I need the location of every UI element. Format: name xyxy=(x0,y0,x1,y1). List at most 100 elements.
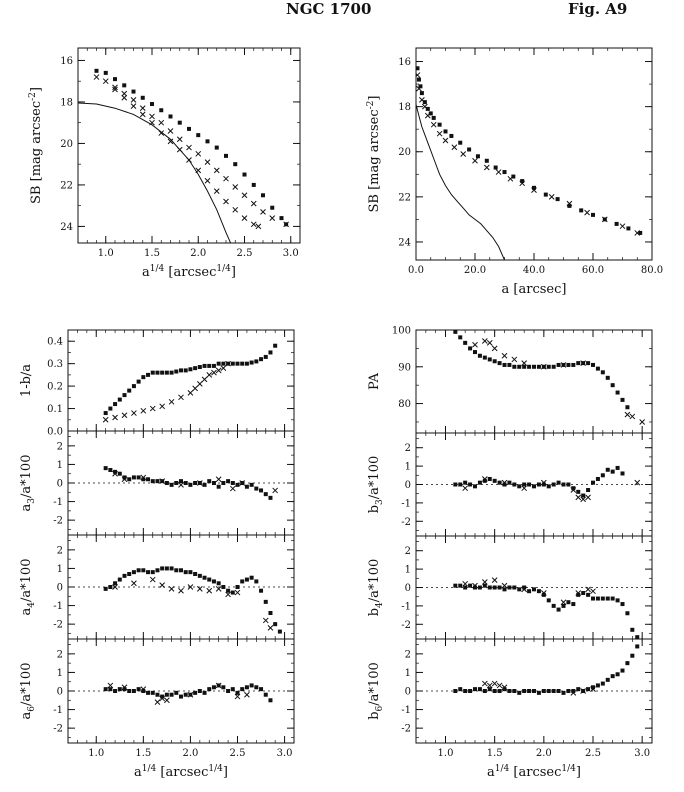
data-point-square xyxy=(240,579,245,584)
data-point-square xyxy=(512,585,517,590)
data-point-square xyxy=(449,133,454,138)
data-point-square xyxy=(492,359,497,364)
data-point-square xyxy=(136,687,141,692)
data-point-square xyxy=(522,689,527,693)
data-point-square xyxy=(230,481,235,485)
data-point-cross xyxy=(619,223,626,230)
data-point-square xyxy=(615,465,620,470)
data-point-square xyxy=(146,570,151,575)
data-point-square xyxy=(108,585,113,589)
data-point-cross xyxy=(121,684,128,691)
data-point-cross xyxy=(232,184,239,190)
data-point-square xyxy=(268,611,273,615)
data-point-cross xyxy=(149,576,156,583)
data-point-square xyxy=(638,230,643,235)
data-point-cross xyxy=(511,356,518,363)
data-point-square xyxy=(492,689,497,693)
data-point-square xyxy=(207,687,212,692)
x-tick-label: 1.5 xyxy=(487,748,503,759)
data-point-cross xyxy=(624,411,631,418)
data-point-square xyxy=(216,484,221,489)
data-point-square xyxy=(183,368,188,373)
data-point-square xyxy=(108,406,113,411)
data-point-square xyxy=(517,587,522,592)
data-point-cross xyxy=(421,103,428,110)
data-point-cross xyxy=(130,97,137,103)
data-point-square xyxy=(473,585,477,590)
y-tick-label: 80 xyxy=(398,399,411,410)
y-tick-label: 2 xyxy=(57,441,63,452)
x-tick-label: 3.0 xyxy=(634,748,650,759)
y-axis-label: PA xyxy=(367,372,382,390)
data-point-cross xyxy=(121,476,128,483)
y-tick-label: 1 xyxy=(57,668,63,679)
y-tick-label: 18 xyxy=(60,97,73,108)
data-point-square xyxy=(443,129,448,134)
data-point-square xyxy=(131,475,136,480)
data-point-square xyxy=(595,596,600,601)
data-point-cross xyxy=(570,690,577,696)
data-point-square xyxy=(221,685,226,690)
data-point-cross xyxy=(178,482,184,488)
y-tick-label: -2 xyxy=(401,517,411,528)
data-point-square xyxy=(566,482,571,487)
x-tick-label: 2.0 xyxy=(182,748,198,759)
data-point-cross xyxy=(481,579,488,585)
data-point-square xyxy=(230,361,235,366)
x-tick-label: 1.0 xyxy=(98,248,114,259)
data-point-square xyxy=(244,361,249,366)
data-point-square xyxy=(108,468,113,472)
data-point-square xyxy=(605,677,610,682)
data-point-square xyxy=(487,357,492,362)
data-point-square xyxy=(576,361,581,366)
data-point-square xyxy=(122,687,127,692)
data-point-cross xyxy=(168,398,175,405)
data-point-square xyxy=(254,486,259,491)
data-point-square xyxy=(532,364,536,369)
data-point-cross xyxy=(158,119,165,126)
y-tick-label: -2 xyxy=(53,516,63,527)
data-point-square xyxy=(600,596,605,601)
data-point-square xyxy=(259,488,264,493)
data-point-cross xyxy=(121,94,128,101)
data-point-square xyxy=(497,585,502,590)
data-point-square xyxy=(183,692,188,697)
x-tick-label: 2.0 xyxy=(536,748,552,759)
data-point-square xyxy=(517,690,522,695)
data-point-square xyxy=(131,570,136,575)
data-point-square xyxy=(620,602,625,607)
y-tick-label: 0 xyxy=(405,583,411,594)
y-tick-label: 90 xyxy=(398,362,411,373)
data-point-square xyxy=(174,369,179,374)
panel-b4: -2 -1 0 1 2 b4/a*100 xyxy=(367,535,653,640)
data-point-cross xyxy=(164,697,170,704)
data-point-square xyxy=(576,489,581,494)
data-point-cross xyxy=(232,206,239,213)
data-point-square xyxy=(546,689,551,693)
data-point-cross xyxy=(176,136,183,143)
x-axis-label: a1/4 [arcsec1/4] xyxy=(142,264,236,280)
data-point-cross xyxy=(501,352,508,359)
data-point-square xyxy=(187,126,191,131)
data-point-cross xyxy=(442,137,449,144)
data-point-cross xyxy=(491,345,498,352)
data-point-square xyxy=(458,583,463,588)
data-point-square xyxy=(536,364,541,369)
data-point-square xyxy=(532,587,536,592)
data-point-square xyxy=(263,692,268,697)
data-point-square xyxy=(497,361,502,366)
data-point-cross xyxy=(501,582,508,589)
data-point-cross xyxy=(590,686,596,692)
data-point-square xyxy=(591,212,595,217)
data-point-square xyxy=(625,611,630,616)
data-point-square xyxy=(610,469,615,474)
data-point-square xyxy=(179,479,183,484)
data-point-square xyxy=(532,484,536,489)
y-tick-label: -2 xyxy=(401,724,411,735)
data-point-cross xyxy=(213,167,220,174)
data-point-square xyxy=(556,362,561,367)
data-point-cross xyxy=(566,200,573,207)
x-tick-label: 40.0 xyxy=(523,265,545,276)
data-point-cross xyxy=(93,74,100,80)
data-point-square xyxy=(497,689,502,693)
